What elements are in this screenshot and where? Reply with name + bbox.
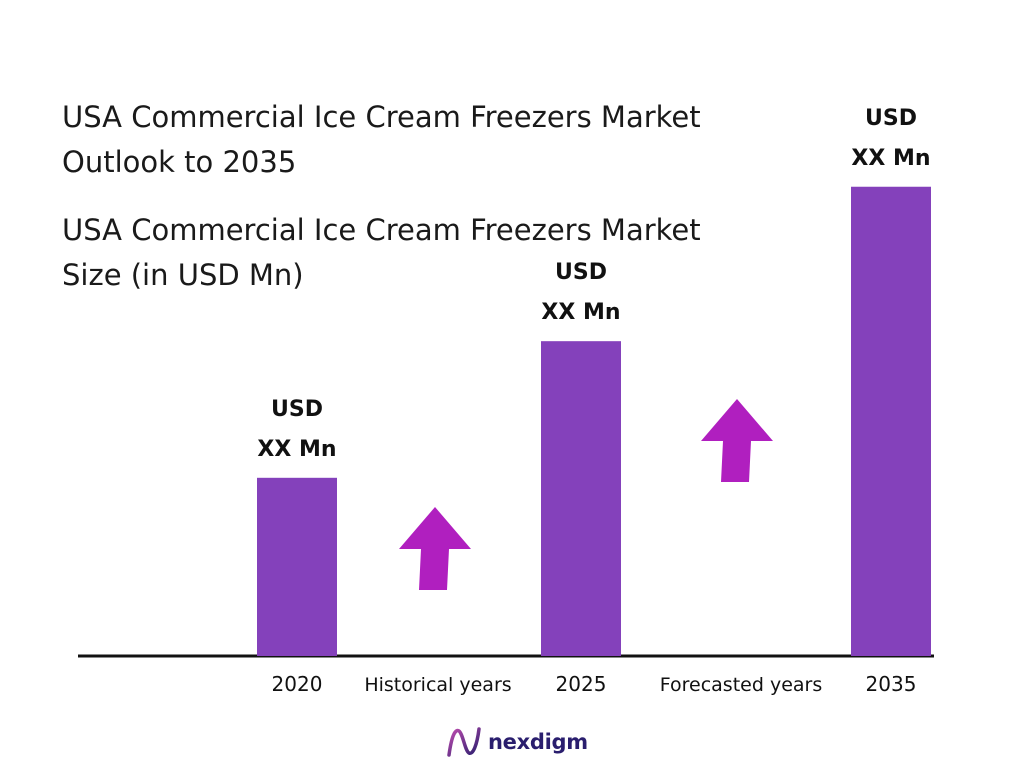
- x-tick-label-2025: 2025: [555, 672, 607, 696]
- chart-subtitle-line-2: Size (in USD Mn): [62, 258, 304, 292]
- chart-title-line-1: USA Commercial Ice Cream Freezers Market: [62, 100, 701, 134]
- data-label-line: XX Mn: [257, 436, 337, 462]
- bar-2025: [541, 341, 621, 656]
- bar-2035: [851, 186, 931, 657]
- data-label-line: XX Mn: [541, 300, 621, 326]
- growth-arrow-forecast-icon: [701, 399, 773, 482]
- data-label-line: USD: [555, 260, 607, 286]
- data-label-line: XX Mn: [851, 145, 931, 171]
- x-tick-label-2035: 2035: [865, 672, 917, 696]
- logo-text: nexdigm: [488, 730, 588, 754]
- chart-subtitle: USA Commercial Ice Cream Freezers Market…: [62, 208, 842, 298]
- period-label-historical: Historical years: [364, 674, 512, 696]
- data-label-line: USD: [271, 396, 323, 422]
- data-label-2035: USD XX Mn: [811, 99, 971, 179]
- data-label-2025: USD XX Mn: [501, 253, 661, 333]
- period-label-forecasted: Forecasted years: [659, 674, 823, 696]
- logo: nexdigm: [446, 722, 588, 762]
- bar-2020: [257, 477, 337, 656]
- data-label-line: USD: [865, 105, 917, 131]
- chart-title-line-2: Outlook to 2035: [62, 145, 297, 179]
- chart-subtitle-line-1: USA Commercial Ice Cream Freezers Market: [62, 213, 701, 247]
- nexdigm-logo-icon: [447, 727, 481, 757]
- x-tick-label-2020: 2020: [271, 672, 323, 696]
- chart-title: USA Commercial Ice Cream Freezers Market…: [62, 95, 842, 185]
- growth-arrow-historical-icon: [399, 507, 471, 590]
- data-label-2020: USD XX Mn: [217, 390, 377, 470]
